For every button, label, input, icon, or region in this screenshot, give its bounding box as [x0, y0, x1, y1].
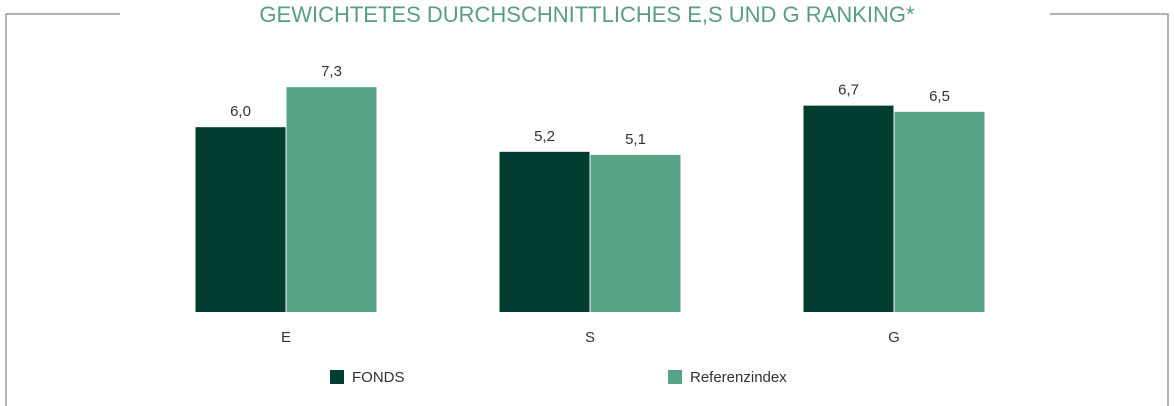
- chart-title: GEWICHTETES DURCHSCHNITTLICHES E,S UND G…: [259, 2, 915, 27]
- bar: [195, 127, 286, 312]
- data-label: 6,0: [230, 103, 251, 120]
- legend-swatch: [330, 370, 344, 384]
- data-label: 6,7: [838, 82, 859, 99]
- bar: [590, 154, 681, 312]
- bar: [894, 111, 985, 312]
- legend-label: Referenzindex: [690, 369, 787, 386]
- bar: [499, 151, 590, 312]
- frame: [1050, 13, 1169, 406]
- legend-swatch: [668, 370, 682, 384]
- data-label: 5,1: [625, 131, 646, 148]
- data-label: 5,2: [534, 128, 555, 145]
- x-tick-label: E: [281, 329, 291, 346]
- data-label: 6,5: [929, 88, 950, 105]
- frame: [5, 13, 120, 406]
- bar: [286, 87, 377, 312]
- legend-label: FONDS: [352, 369, 405, 386]
- x-tick-label: S: [585, 329, 595, 346]
- x-tick-label: G: [888, 329, 900, 346]
- bar: [803, 105, 894, 312]
- data-label: 7,3: [321, 63, 342, 80]
